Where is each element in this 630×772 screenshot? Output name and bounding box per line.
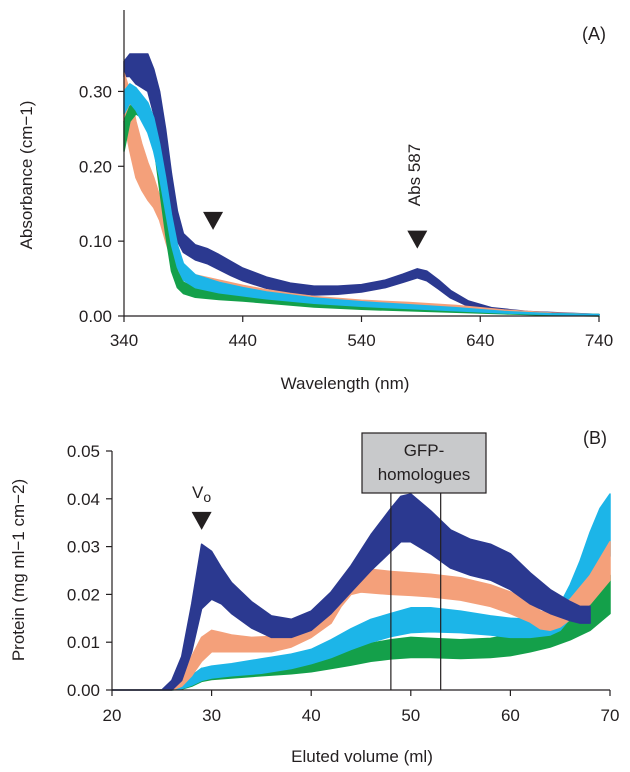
panel-b-y-tick-label: 0.01	[67, 633, 100, 652]
panel-b-chart: GFP- homologues 20 30 40 50 60 70 0.00 0.01 0.02…	[9, 428, 619, 766]
panel-b-y-tick-label: 0.00	[67, 681, 100, 700]
panel-b-triangle-marker	[191, 511, 212, 530]
panel-a-y-tick-label: 0.30	[79, 82, 112, 101]
panel-b-series-cyan-band	[111, 493, 611, 691]
abs-587-label: Abs 587	[405, 144, 424, 206]
gfp-homologues-box-rect	[361, 432, 487, 494]
panel-a-x-tick-label: 740	[585, 331, 613, 350]
panel-a-y-tick-label: 0.10	[79, 232, 112, 251]
panel-a-annotations: Abs 587	[203, 144, 428, 249]
panel-b-y-tick-label: 0.05	[67, 442, 100, 461]
panel-a-x-tick-label: 640	[466, 331, 494, 350]
panel-b-x-tick-label: 60	[501, 706, 520, 725]
panel-b-x-tick-label: 50	[401, 706, 420, 725]
panel-b-annotations: Vo	[191, 483, 212, 530]
panel-a-triangle-marker	[407, 230, 428, 249]
gfp-homologues-box: GFP- homologues	[361, 432, 487, 690]
panel-b-y-axis-label: Protein (mg ml−1 cm−2)	[9, 479, 28, 661]
panel-a-x-axis-label: Wavelength (nm)	[281, 374, 410, 393]
panel-b-series	[111, 493, 611, 691]
void-volume-subscript: o	[203, 489, 211, 505]
panel-b-y-tick-label: 0.02	[67, 585, 100, 604]
panel-a-y-tick-label: 0.00	[79, 307, 112, 326]
panel-a-chart: 340 440 540 640 740 0.00 0.10 0.20 0.30 (A) Wave…	[17, 10, 613, 393]
panel-a-x-tick-label: 540	[347, 331, 375, 350]
panel-a-series-cyan-band	[123, 83, 600, 317]
panel-a-x-tick-label: 340	[110, 331, 138, 350]
void-volume-label: Vo	[192, 483, 211, 505]
void-volume-v: V	[192, 483, 204, 502]
panel-a-triangle-marker	[203, 211, 224, 230]
panel-b-x-tick-label: 70	[601, 706, 620, 725]
panel-a-axes	[123, 10, 599, 317]
panel-a-x-tick-label: 440	[229, 331, 257, 350]
panel-b-y-tick-label: 0.03	[67, 538, 100, 557]
panel-b-x-tick-label: 30	[202, 706, 221, 725]
panel-a-series	[123, 53, 600, 317]
gfp-homologues-line-1: GFP-	[404, 441, 445, 460]
panel-a-label: (A)	[582, 24, 606, 44]
panel-b-y-tick-label: 0.04	[67, 490, 100, 509]
gfp-homologues-line-2: homologues	[378, 465, 471, 484]
panel-b-x-tick-label: 20	[103, 706, 122, 725]
panel-b-ticks: 20 30 40 50 60 70 0.00 0.01 0.02 0.03 0.04 0.05	[67, 442, 620, 725]
panel-b-x-axis-label: Eluted volume (ml)	[291, 747, 433, 766]
panel-b-series-navy-band	[111, 493, 591, 691]
panel-a-y-tick-label: 0.20	[79, 157, 112, 176]
panel-b-x-tick-label: 40	[302, 706, 321, 725]
panel-a-ticks: 340 440 540 640 740 0.00 0.10 0.20 0.30	[79, 82, 613, 350]
panel-b-axes	[111, 451, 610, 691]
panel-a-y-axis-label: Absorbance (cm−1)	[17, 101, 36, 250]
panel-b-label: (B)	[583, 428, 607, 448]
